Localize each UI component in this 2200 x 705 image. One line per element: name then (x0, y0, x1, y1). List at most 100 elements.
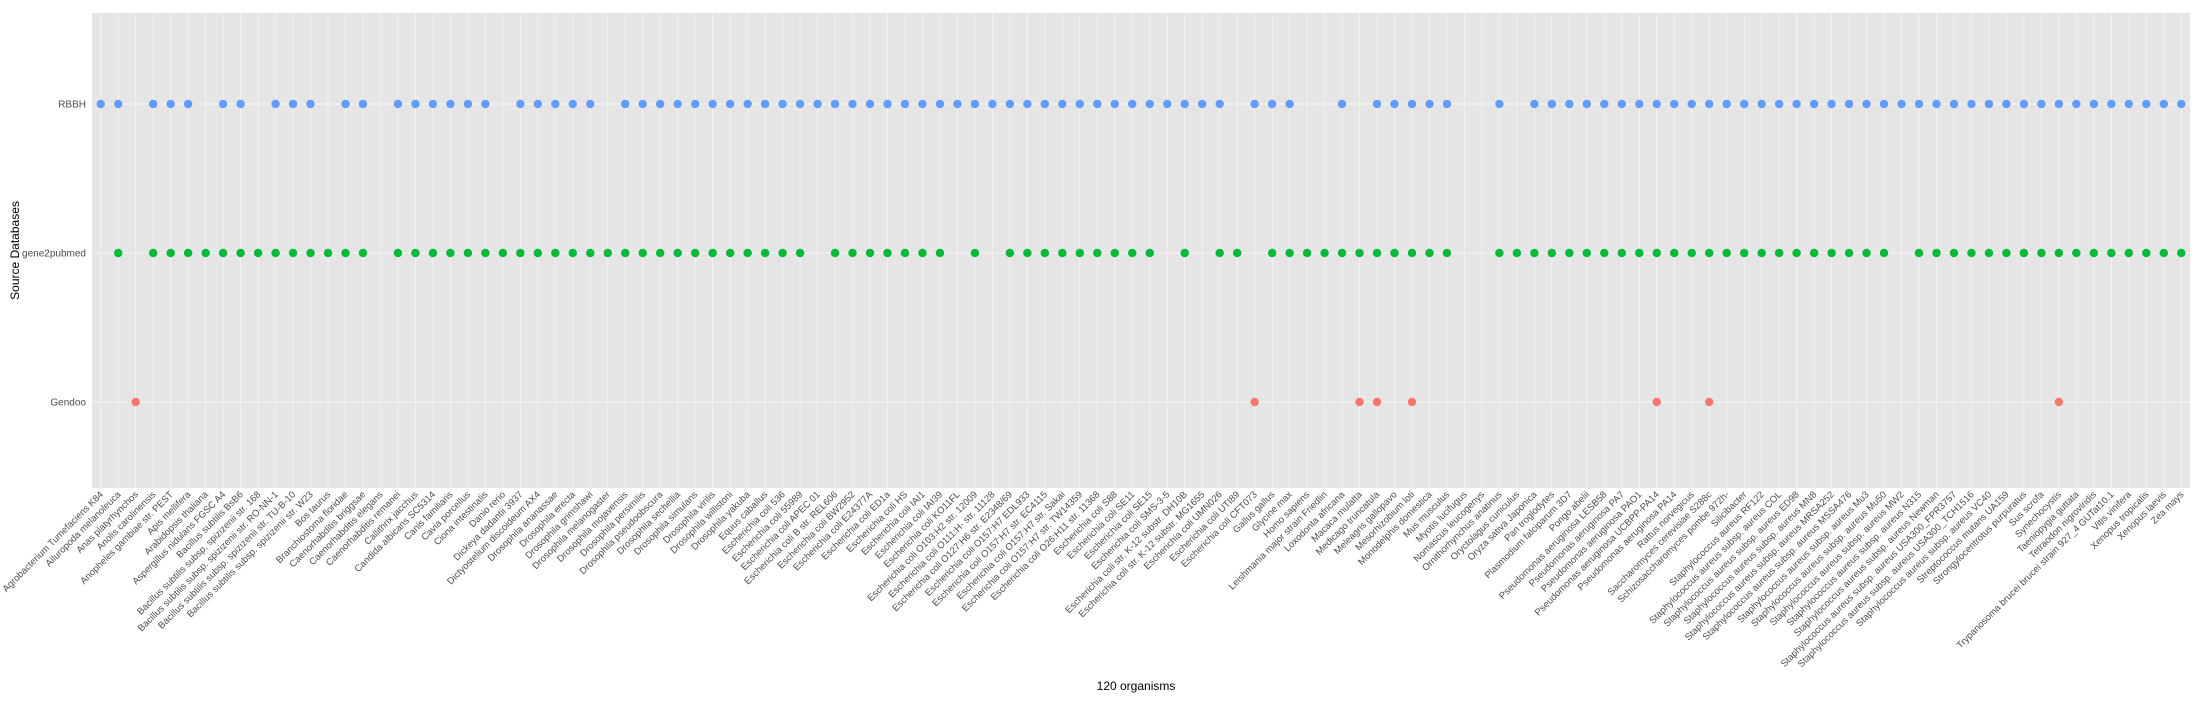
data-point (953, 99, 962, 109)
data-point (341, 99, 350, 109)
data-point (2037, 248, 2046, 258)
data-point (708, 99, 717, 109)
data-point (1652, 397, 1661, 407)
data-point (1914, 99, 1924, 109)
data-point (1407, 99, 1417, 109)
data-point (2002, 248, 2011, 258)
data-point (1372, 248, 1382, 258)
data-point (533, 248, 543, 258)
data-point (2159, 99, 2168, 109)
data-point (621, 248, 630, 258)
data-point (428, 99, 438, 109)
data-point (865, 99, 875, 109)
data-point (288, 248, 298, 258)
data-point (1844, 248, 1854, 258)
data-point (1075, 248, 1085, 258)
data-point (1722, 99, 1731, 109)
data-point (988, 99, 997, 109)
data-point (1967, 248, 1976, 258)
data-point (1774, 248, 1784, 258)
data-point (935, 99, 945, 109)
data-point (743, 248, 752, 258)
data-point (1005, 99, 1015, 109)
data-point (393, 248, 403, 258)
data-point (1670, 99, 1679, 109)
data-point (690, 99, 700, 109)
data-point (673, 248, 682, 258)
data-point (516, 99, 525, 109)
data-point (2002, 99, 2011, 109)
data-point (1617, 248, 1626, 258)
data-point (1827, 248, 1836, 258)
data-point (1180, 248, 1189, 258)
data-point (253, 248, 263, 258)
data-point (638, 99, 647, 109)
data-point (1302, 248, 1312, 258)
data-point (1110, 248, 1119, 258)
data-point (1390, 99, 1399, 109)
data-point (2037, 99, 2046, 109)
data-point (830, 99, 840, 109)
data-point (1425, 248, 1434, 258)
data-point (1320, 248, 1329, 258)
data-point (1547, 99, 1557, 109)
data-point (306, 248, 315, 258)
x-tick-labels: Agrobacterium Tumefaciens K84Ailuropoda … (1, 489, 2187, 670)
data-point (1110, 99, 1119, 109)
data-point (1372, 397, 1382, 407)
data-point (1705, 397, 1714, 407)
data-point (2054, 99, 2064, 109)
data-point (358, 248, 368, 258)
data-point (1285, 99, 1294, 109)
data-point (323, 248, 333, 258)
data-point (1355, 248, 1364, 258)
data-point (1774, 99, 1784, 109)
data-point (1023, 99, 1032, 109)
data-point (1600, 99, 1609, 109)
y-axis-title: Source Databases (8, 201, 22, 300)
data-point (1040, 248, 1050, 258)
data-point (1635, 99, 1644, 109)
data-point (2019, 248, 2029, 258)
data-point (1425, 99, 1434, 109)
data-point (1512, 248, 1522, 258)
data-point (1792, 248, 1801, 258)
data-point (778, 248, 787, 258)
data-point (1932, 248, 1941, 258)
data-point (1145, 99, 1154, 109)
data-point (656, 248, 665, 258)
data-point (883, 248, 892, 258)
data-point (1337, 99, 1347, 109)
data-points (96, 99, 2186, 407)
data-point (1739, 248, 1749, 258)
data-point (1652, 99, 1661, 109)
data-point (1914, 248, 1924, 258)
data-point (883, 99, 892, 109)
data-point (795, 99, 805, 109)
data-point (1984, 99, 1994, 109)
data-point (918, 99, 927, 109)
data-point (1075, 99, 1085, 109)
data-point (2019, 99, 2029, 109)
data-point (1600, 248, 1609, 258)
data-point (271, 99, 280, 109)
data-point (288, 99, 298, 109)
data-point (1495, 99, 1504, 109)
data-point (2142, 99, 2151, 109)
data-point (918, 248, 927, 258)
data-point (1844, 99, 1854, 109)
data-point (830, 248, 840, 258)
data-point (463, 248, 473, 258)
data-point (498, 248, 508, 258)
data-point (463, 99, 473, 109)
data-point (568, 99, 577, 109)
data-point (1145, 248, 1154, 258)
data-point (1652, 248, 1661, 258)
data-point (2089, 99, 2099, 109)
data-point (1058, 248, 1067, 258)
data-point (428, 248, 438, 258)
data-point (1670, 248, 1679, 258)
data-point (2072, 99, 2081, 109)
data-point (1250, 397, 1259, 407)
data-point (236, 99, 245, 109)
